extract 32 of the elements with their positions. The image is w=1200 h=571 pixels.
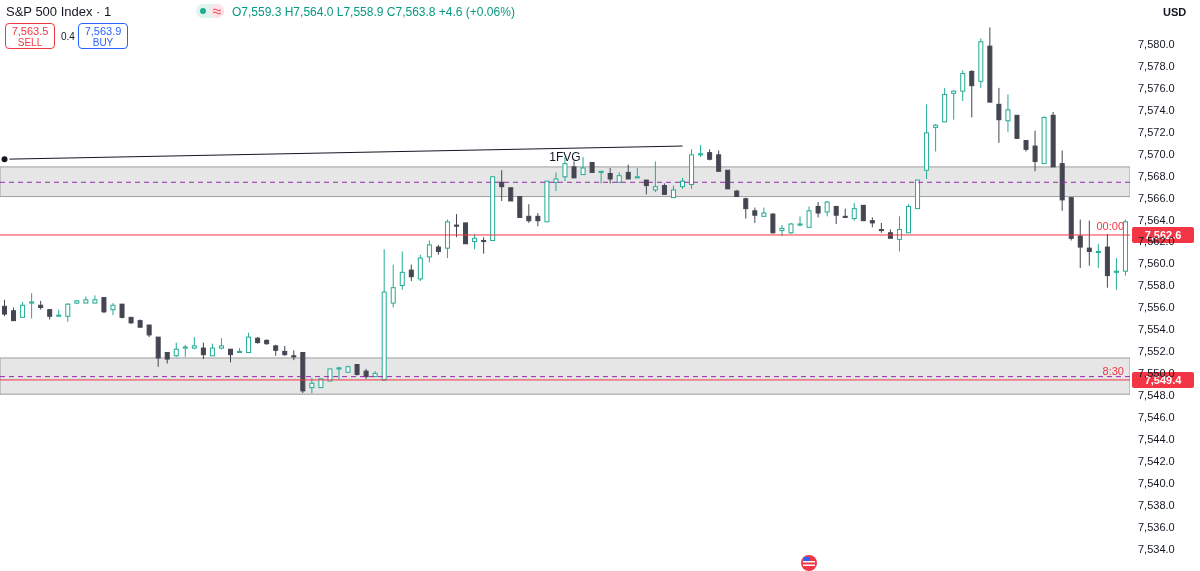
y-tick-label: 7,570.0 xyxy=(1138,147,1175,160)
y-tick-label: 7,552.0 xyxy=(1138,345,1175,358)
y-tick-label: 7,546.0 xyxy=(1138,411,1175,424)
text: USD xyxy=(1163,6,1187,18)
y-tick-label: 7,540.0 xyxy=(1138,477,1175,490)
annotation: BUY xyxy=(91,37,115,49)
annotation: 0.4 xyxy=(61,31,75,42)
y-tick-label: 7,576.0 xyxy=(1138,81,1175,94)
annotation: 7,563.9 xyxy=(83,25,123,37)
y-tick-label: 7,574.0 xyxy=(1138,103,1175,116)
y-tick-label: 7,542.0 xyxy=(1138,455,1175,468)
chart-subtitle: O7,559.3 H7,564.0 L7,558.9 C7,563.8 +4.6 (+0.06%) xyxy=(232,5,515,19)
y-tick-label: 7,536.0 xyxy=(1138,520,1175,533)
y-tick-label: 7,544.0 xyxy=(1138,433,1175,446)
annotation: SELL xyxy=(16,37,44,49)
y-tick-label: 7,564.0 xyxy=(1138,213,1175,226)
annotation: 8:30 xyxy=(1102,364,1124,377)
y-tick-label: 7,538.0 xyxy=(1138,499,1175,512)
y-tick-label: 7,534.0 xyxy=(1138,542,1175,555)
y-tick-label: 7,558.0 xyxy=(1138,279,1175,292)
y-tick-label: 7,572.0 xyxy=(1138,125,1175,138)
y-tick-label: 7,568.0 xyxy=(1138,169,1175,182)
chart-title: S&P 500 Index · 1 xyxy=(6,4,112,19)
y-tick-label: 7,580.0 xyxy=(1138,37,1175,50)
y-tick-label: 7,578.0 xyxy=(1138,59,1175,72)
annotation: 7,563.5 xyxy=(10,25,50,37)
y-tick-label: 7,554.0 xyxy=(1138,323,1175,336)
y-tick-label: 7,560.0 xyxy=(1138,257,1175,270)
y-tick-label: 7,548.0 xyxy=(1138,389,1175,402)
y-tick-label: 7,566.0 xyxy=(1138,191,1175,204)
band-label: 1FVG xyxy=(549,149,581,164)
y-tick-label: 7,556.0 xyxy=(1138,301,1175,314)
